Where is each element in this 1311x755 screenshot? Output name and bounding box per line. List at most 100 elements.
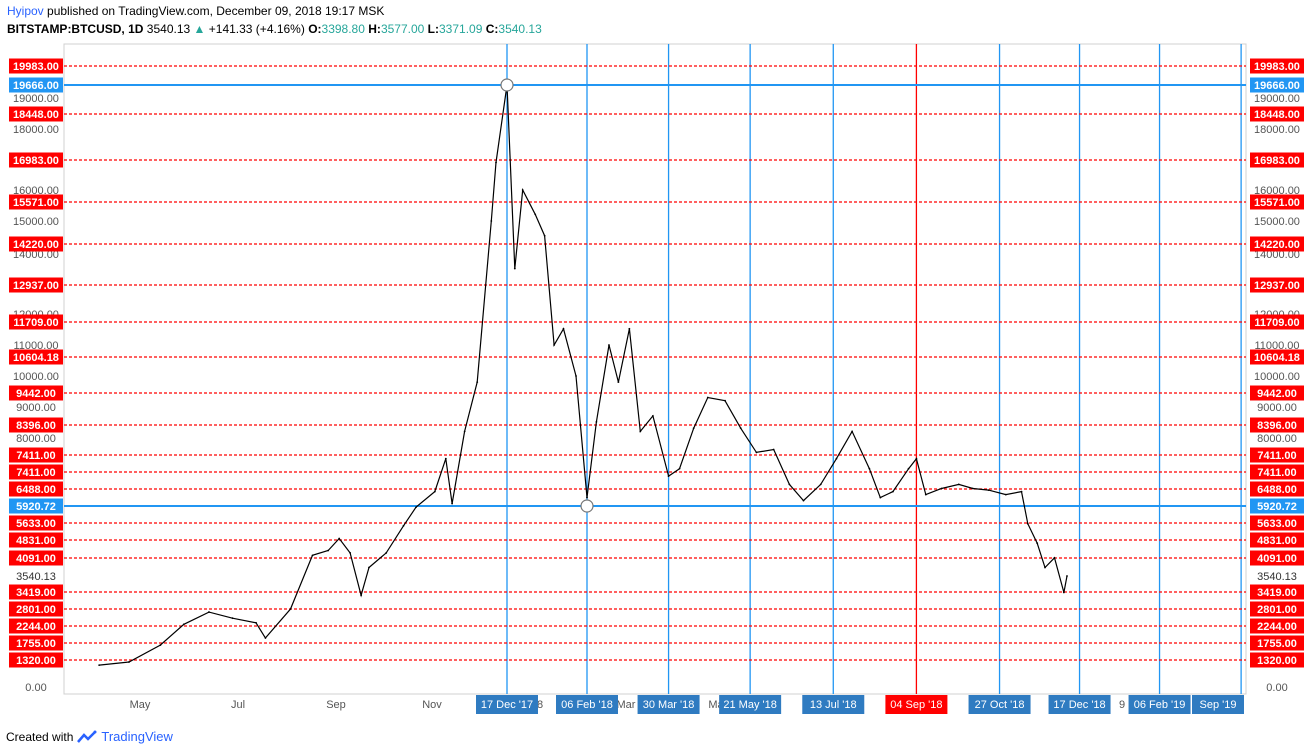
level-price-label: 5633.00 <box>1257 518 1297 530</box>
level-price-label-bg <box>1250 385 1304 401</box>
price-point <box>1044 566 1046 569</box>
price-point <box>651 415 654 417</box>
y-tick-label: 18000.00 <box>13 124 59 136</box>
price-point <box>289 608 292 610</box>
blue-level-price-label-bg <box>9 77 63 93</box>
level-price-label-bg <box>1250 481 1304 497</box>
price-change: +141.33 (+4.16%) <box>208 22 305 36</box>
low-anchor-handle[interactable] <box>580 499 594 513</box>
y-tick-label: 11000.00 <box>1254 340 1299 352</box>
date-marker-label: 06 Feb '18 <box>561 699 613 711</box>
price-point <box>231 617 234 620</box>
high-anchor-handle[interactable] <box>500 78 514 92</box>
level-price-label: 12937.00 <box>1254 280 1300 292</box>
price-point <box>639 430 642 433</box>
price-point <box>924 493 927 496</box>
x-tick-label: Nov <box>422 699 442 711</box>
level-price-label-bg <box>9 481 63 497</box>
y-tick-label: 0.00 <box>1266 682 1287 694</box>
level-price-label: 3419.00 <box>16 587 56 599</box>
tradingview-brand[interactable]: TradingView <box>101 729 173 744</box>
level-price-label-bg <box>9 464 63 480</box>
blue-level-price-label: 19666.00 <box>1254 80 1300 92</box>
level-price-label: 15571.00 <box>13 197 59 209</box>
level-price-label-bg <box>9 314 63 330</box>
level-price-label-bg <box>1250 584 1304 600</box>
level-price-label-bg <box>9 618 63 634</box>
date-marker-label: 30 Mar '18 <box>643 699 695 711</box>
level-price-label-bg <box>1250 106 1304 122</box>
price-point <box>628 327 631 330</box>
price-point <box>182 623 185 626</box>
level-price-label: 4831.00 <box>16 535 56 547</box>
level-price-label-bg <box>9 194 63 210</box>
date-marker-label: 27 Oct '18 <box>975 699 1025 711</box>
author-name[interactable]: Hyipov <box>7 4 44 18</box>
price-point <box>802 499 805 502</box>
open-label: O: <box>308 22 322 36</box>
level-price-label-bg <box>1250 236 1304 252</box>
price-point <box>772 448 775 451</box>
close-value: 3540.13 <box>498 22 542 36</box>
price-point <box>521 189 524 191</box>
level-price-label-bg <box>1250 152 1304 168</box>
level-price-label-bg <box>9 447 63 463</box>
level-price-label-bg <box>9 532 63 548</box>
date-marker-label-bg <box>1128 695 1191 714</box>
level-price-label-bg <box>1250 464 1304 480</box>
y-tick-label: 10000.00 <box>13 371 59 383</box>
level-price-label-bg <box>1250 447 1304 463</box>
y-tick-label: 11000.00 <box>13 340 58 352</box>
level-price-label-bg <box>1250 194 1304 210</box>
x-tick-label: 9 <box>1119 699 1125 711</box>
price-point <box>1066 575 1068 577</box>
level-price-label-bg <box>9 515 63 531</box>
level-price-label-bg <box>9 584 63 600</box>
price-point <box>788 483 791 486</box>
blue-level-price-label: 5920.72 <box>1257 501 1297 513</box>
level-price-label-bg <box>9 417 63 433</box>
level-price-label: 4091.00 <box>16 553 56 565</box>
date-marker-label-bg <box>968 695 1031 714</box>
footer: Created with TradingView <box>6 729 173 744</box>
price-point <box>543 234 546 237</box>
level-price-label: 2244.00 <box>16 621 56 633</box>
price-point <box>128 661 130 663</box>
price-point <box>495 161 497 164</box>
level-price-label: 2801.00 <box>16 604 56 616</box>
y-tick-label: 14000.00 <box>1254 249 1300 261</box>
price-point <box>957 483 960 486</box>
level-price-label: 4091.00 <box>1257 553 1297 565</box>
price-point <box>159 644 162 647</box>
price-point <box>338 537 341 540</box>
blue-level-price-label-bg <box>1250 498 1304 514</box>
price-point <box>915 457 918 460</box>
y-tick-label: 18000.00 <box>1254 124 1300 136</box>
date-marker-label: 06 Feb '19 <box>1134 699 1186 711</box>
x-tick-label: Jul <box>231 699 245 711</box>
level-price-label: 2244.00 <box>1257 621 1297 633</box>
price-point <box>835 457 838 460</box>
open-value: 3398.80 <box>321 22 365 36</box>
price-point <box>1004 493 1007 496</box>
y-tick-label: 15000.00 <box>13 216 59 228</box>
last-price-label: 3540.13 <box>16 571 56 583</box>
level-price-label: 6488.00 <box>16 484 56 496</box>
level-price-label: 7411.00 <box>16 450 55 462</box>
level-price-label: 1755.00 <box>1257 638 1297 650</box>
y-tick-label: 8000.00 <box>16 433 56 445</box>
price-point <box>678 467 681 470</box>
price-point <box>724 399 726 402</box>
close-label: C: <box>485 22 499 36</box>
price-point <box>463 430 466 433</box>
level-price-label-bg <box>1250 417 1304 433</box>
date-marker-label-bg <box>476 695 538 714</box>
price-point <box>98 664 101 667</box>
level-price-label: 19983.00 <box>13 61 59 73</box>
level-price-label-bg <box>1250 652 1304 668</box>
up-arrow-icon: ▲ <box>193 22 206 36</box>
price-point <box>595 421 598 423</box>
date-marker-label-bg <box>637 695 700 714</box>
level-price-label: 16983.00 <box>13 155 59 167</box>
